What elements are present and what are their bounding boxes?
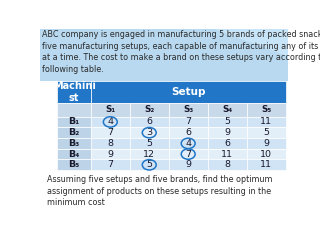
Bar	[247, 117, 285, 127]
Bar	[169, 103, 208, 117]
Text: S₃: S₃	[183, 105, 193, 114]
Text: Machini
st: Machini st	[53, 81, 96, 103]
Text: 5: 5	[146, 160, 152, 169]
Text: B₄: B₄	[68, 150, 80, 159]
Bar	[169, 117, 208, 127]
Bar	[57, 149, 91, 159]
Bar	[91, 103, 130, 117]
Polygon shape	[40, 29, 288, 81]
Text: 5: 5	[263, 128, 269, 137]
Bar	[208, 149, 247, 159]
Text: 8: 8	[224, 160, 230, 169]
Text: 3: 3	[146, 128, 152, 137]
Bar	[91, 81, 285, 103]
Bar	[208, 159, 247, 170]
Text: S₅: S₅	[261, 105, 271, 114]
Bar	[247, 159, 285, 170]
Text: 12: 12	[143, 150, 155, 159]
Bar	[130, 159, 169, 170]
Text: S₂: S₂	[144, 105, 154, 114]
Bar	[208, 117, 247, 127]
Text: 11: 11	[221, 150, 233, 159]
Bar	[57, 117, 91, 127]
Bar	[130, 117, 169, 127]
Bar	[91, 138, 130, 149]
Text: B₁: B₁	[68, 117, 80, 126]
Text: S₄: S₄	[222, 105, 232, 114]
Bar	[169, 127, 208, 138]
Bar	[130, 149, 169, 159]
Text: 11: 11	[260, 117, 272, 126]
Text: 9: 9	[224, 128, 230, 137]
Bar	[130, 103, 169, 117]
Text: S₁: S₁	[105, 105, 116, 114]
Bar	[91, 117, 130, 127]
Text: 6: 6	[146, 117, 152, 126]
Bar	[247, 138, 285, 149]
Text: ABC company is engaged in manufacturing 5 brands of packed snacks. It has
five m: ABC company is engaged in manufacturing …	[43, 30, 320, 74]
Text: 4: 4	[185, 139, 191, 148]
Bar	[169, 149, 208, 159]
Bar	[247, 103, 285, 117]
Bar	[91, 149, 130, 159]
Text: 4: 4	[107, 117, 113, 126]
Bar	[91, 127, 130, 138]
Bar	[169, 138, 208, 149]
Text: 6: 6	[185, 128, 191, 137]
Text: B₂: B₂	[68, 128, 80, 137]
Bar	[169, 159, 208, 170]
Bar	[57, 138, 91, 149]
Bar	[57, 103, 91, 117]
Text: 5: 5	[146, 139, 152, 148]
Text: 5: 5	[224, 117, 230, 126]
Bar	[247, 149, 285, 159]
Bar	[130, 127, 169, 138]
Text: 8: 8	[107, 139, 113, 148]
Text: Assuming five setups and five brands, find the optimum
  assignment of products : Assuming five setups and five brands, fi…	[43, 175, 273, 207]
Bar	[130, 138, 169, 149]
Bar	[57, 127, 91, 138]
Text: 7: 7	[107, 128, 113, 137]
Text: 7: 7	[185, 117, 191, 126]
Text: 9: 9	[263, 139, 269, 148]
Text: 7: 7	[185, 150, 191, 159]
Bar	[208, 127, 247, 138]
Text: 9: 9	[185, 160, 191, 169]
Bar	[57, 159, 91, 170]
Polygon shape	[139, 29, 288, 57]
Text: 11: 11	[260, 160, 272, 169]
Text: B₃: B₃	[68, 139, 80, 148]
Text: 6: 6	[224, 139, 230, 148]
Text: 9: 9	[107, 150, 113, 159]
Text: 7: 7	[107, 160, 113, 169]
Bar	[208, 103, 247, 117]
Bar	[91, 159, 130, 170]
Text: Setup: Setup	[171, 87, 205, 97]
Text: 10: 10	[260, 150, 272, 159]
Bar	[247, 127, 285, 138]
Text: B₅: B₅	[68, 160, 80, 169]
Bar	[57, 81, 91, 103]
Bar	[208, 138, 247, 149]
